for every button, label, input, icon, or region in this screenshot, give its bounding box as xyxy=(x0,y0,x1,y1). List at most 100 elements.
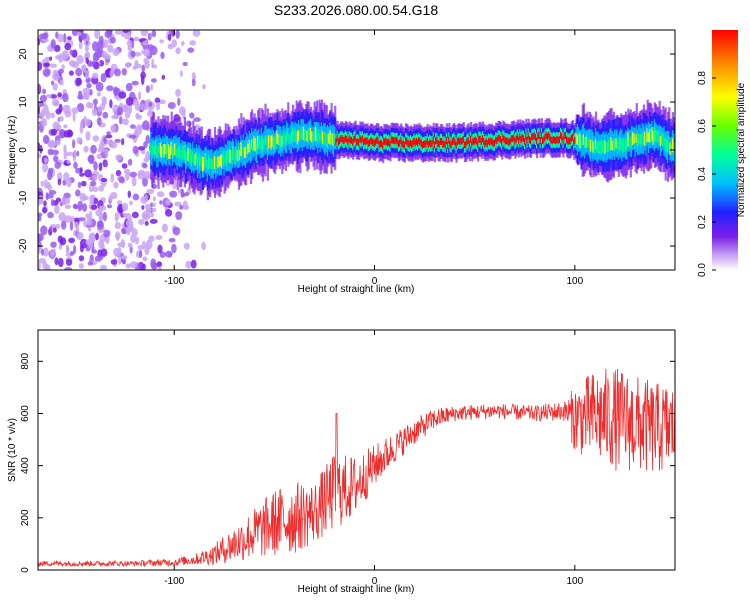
heatmap-cell xyxy=(501,138,504,146)
heatmap-cell xyxy=(171,146,174,158)
heatmap-cell xyxy=(505,137,509,145)
heatmap-cell xyxy=(57,235,63,243)
heatmap-cell xyxy=(40,109,45,118)
heatmap-cell xyxy=(159,142,162,157)
heatmap-cell xyxy=(413,137,416,145)
heatmap-cell xyxy=(64,42,72,51)
heatmap-cell xyxy=(524,137,527,145)
heatmap-cell xyxy=(642,133,646,145)
heatmap-cell xyxy=(142,40,149,46)
heatmap-cell xyxy=(183,145,186,160)
heatmap-cell xyxy=(332,133,336,148)
heatmap-cell xyxy=(394,137,397,145)
heatmap-cell xyxy=(255,140,259,154)
heatmap-cell xyxy=(93,161,98,171)
heatmap-cell xyxy=(92,98,98,106)
heatmap-cell xyxy=(532,133,535,141)
heatmap-cell xyxy=(117,246,122,257)
heatmap-cell xyxy=(190,259,197,269)
heatmap-cell xyxy=(165,198,171,206)
heatmap-cell xyxy=(314,126,317,141)
heatmap-cell xyxy=(202,84,206,90)
heatmap-cell xyxy=(198,152,201,166)
heatmap-cell xyxy=(162,145,165,158)
heatmap-cell xyxy=(76,150,80,157)
heatmap-cell xyxy=(431,140,434,148)
heatmap-cell xyxy=(174,143,177,155)
heatmap-cell xyxy=(264,134,267,146)
heatmap-cell xyxy=(521,134,524,142)
heatmap-cell xyxy=(42,262,48,270)
y-tick-label: 800 xyxy=(20,353,31,370)
heatmap-cell xyxy=(61,220,67,230)
heatmap-cell xyxy=(101,51,108,59)
heatmap-cell xyxy=(359,135,362,142)
heatmap-cell xyxy=(121,255,128,260)
heatmap-cell xyxy=(383,137,386,145)
heatmap-cell xyxy=(574,136,577,144)
heatmap-cell xyxy=(125,171,130,181)
heatmap-cell xyxy=(47,167,54,175)
heatmap-cell xyxy=(240,142,243,157)
heatmap-cell xyxy=(149,218,158,224)
heatmap-cell xyxy=(60,128,64,139)
heatmap-cell xyxy=(671,138,674,153)
heatmap-cell xyxy=(283,131,286,145)
x-tick-label: -100 xyxy=(164,276,184,287)
heatmap-cell xyxy=(656,130,659,143)
heatmap-cell xyxy=(304,128,307,142)
heatmap-cell xyxy=(367,140,370,147)
heatmap-cell xyxy=(644,131,647,146)
heatmap-cell xyxy=(175,88,182,97)
heatmap-cell xyxy=(95,49,102,58)
heatmap-cell xyxy=(148,101,153,107)
heatmap-cell xyxy=(50,249,55,258)
heatmap-cell xyxy=(118,176,125,183)
heatmap-cell xyxy=(230,150,233,165)
heatmap-cell xyxy=(276,130,279,144)
heatmap-cell xyxy=(210,159,213,169)
heatmap-cell xyxy=(79,167,83,174)
heatmap-cell xyxy=(95,232,99,241)
heatmap-cell xyxy=(42,163,49,173)
heatmap-cell xyxy=(299,130,302,143)
snr-ylabel: SNR (10 * v/v) xyxy=(7,418,18,482)
heatmap-cell xyxy=(121,202,129,212)
heatmap-cell xyxy=(272,137,275,150)
heatmap-cell xyxy=(466,138,469,146)
heatmap-cell xyxy=(445,137,448,144)
heatmap-cell xyxy=(101,96,107,102)
heatmap-cell xyxy=(170,141,173,155)
heatmap-cell xyxy=(348,135,351,143)
heatmap-cell xyxy=(612,138,616,151)
heatmap-cell xyxy=(191,72,196,82)
heatmap-cell xyxy=(109,99,113,109)
heatmap-cell xyxy=(597,141,600,154)
heatmap-cell xyxy=(195,151,198,163)
heatmap-cell xyxy=(39,144,43,154)
heatmap-cell xyxy=(41,37,49,43)
heatmap-cell xyxy=(193,155,196,166)
heatmap-cell xyxy=(121,227,126,234)
heatmap-cell xyxy=(277,133,280,145)
heatmap-cell xyxy=(84,69,90,80)
heatmap-cell xyxy=(174,201,182,207)
heatmap-cell xyxy=(647,132,650,142)
heatmap-cell xyxy=(144,203,150,210)
heatmap-cell xyxy=(471,140,474,148)
heatmap-cell xyxy=(616,138,619,149)
heatmap-cell xyxy=(160,51,165,60)
heatmap-cell xyxy=(295,129,298,142)
heatmap-cell xyxy=(396,137,399,145)
heatmap-cell xyxy=(334,133,337,143)
heatmap-cell xyxy=(346,136,349,143)
heatmap-cell xyxy=(159,200,163,205)
heatmap-cell xyxy=(172,226,181,236)
heatmap-cell xyxy=(265,134,268,146)
heatmap-cell xyxy=(300,127,303,140)
heatmap-cell xyxy=(490,137,493,145)
heatmap-cell xyxy=(150,78,157,83)
heatmap-cell xyxy=(651,127,654,142)
heatmap-cell xyxy=(184,191,190,197)
colorbar-gradient xyxy=(712,30,738,270)
